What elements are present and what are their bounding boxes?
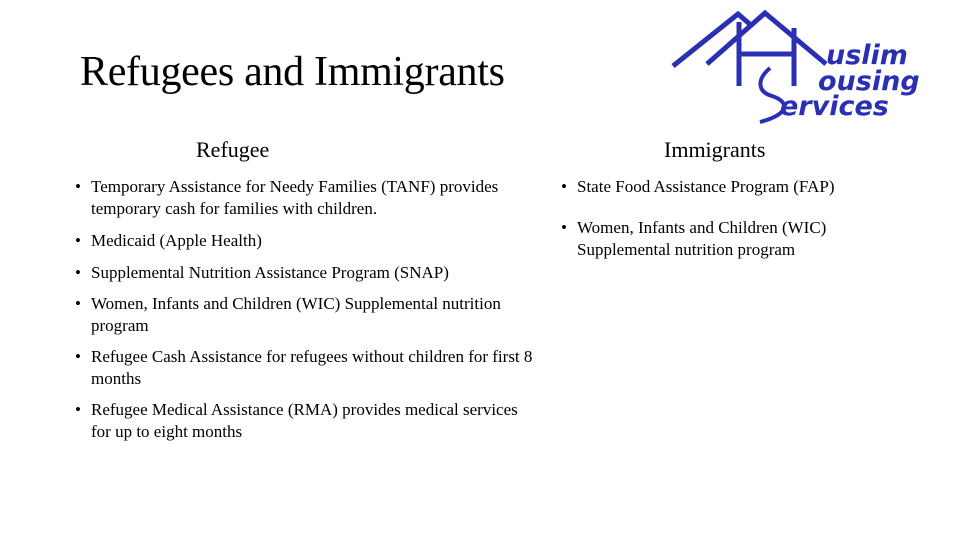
logo-text-uslim: uslim <box>826 40 908 71</box>
logo-text-ousing: ousing <box>818 66 920 97</box>
list-item: • Women, Infants and Children (WIC) Suppl… <box>75 294 501 335</box>
list-item: • Medicaid (Apple Health) <box>75 231 262 250</box>
logo-roof-left <box>671 10 754 68</box>
refugee-bullet-list: • Temporary Assistance for Needy Families… <box>75 176 545 443</box>
slide-title: Refugees and Immigrants <box>80 49 505 95</box>
list-item: • Refugee Medical Assistance (RMA) provid… <box>75 400 518 441</box>
logo-text-ervices: ervices <box>780 91 889 122</box>
refugee-heading: Refugee <box>196 137 270 162</box>
list-item: • Women, Infants and Children (WIC) Suppl… <box>561 218 827 259</box>
list-item: • State Food Assistance Program (FAP) <box>561 177 835 196</box>
muslim-housing-services-logo: uslim ousing ervices <box>671 9 920 124</box>
list-item: • Temporary Assistance for Needy Families… <box>75 177 499 218</box>
immigrants-heading: Immigrants <box>664 137 766 162</box>
list-item: • Supplemental Nutrition Assistance Progr… <box>75 263 449 282</box>
logo-roof-right <box>705 9 828 66</box>
list-item: • Refugee Cash Assistance for refugees wi… <box>75 347 533 388</box>
immigrants-bullet-list: • State Food Assistance Program (FAP) • Wo… <box>561 176 901 261</box>
logo-s <box>758 66 787 124</box>
